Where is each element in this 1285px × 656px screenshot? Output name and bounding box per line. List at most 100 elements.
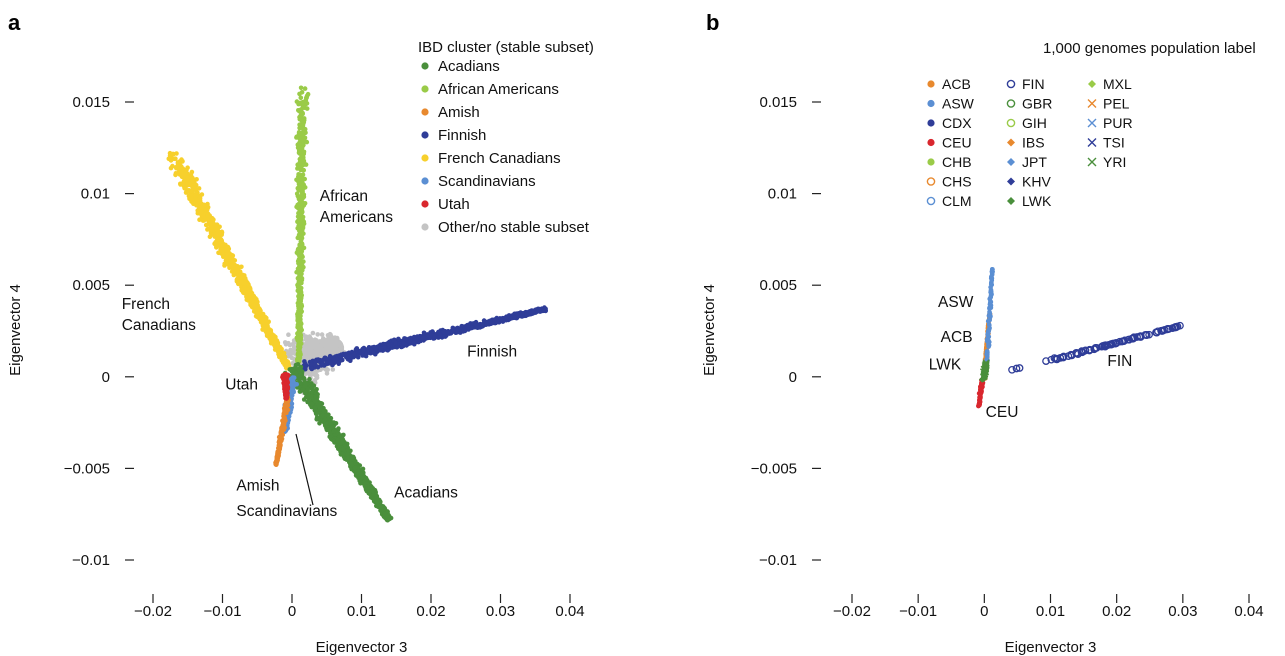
legend-entry: Utah bbox=[438, 196, 470, 213]
data-point bbox=[278, 353, 284, 359]
x-axis: −0.02 −0.01 0 0.01 0.02 0.03 0.04 bbox=[134, 594, 585, 620]
legend-swatch bbox=[421, 223, 429, 231]
data-point bbox=[977, 402, 982, 408]
data-point bbox=[225, 250, 231, 256]
legend-swatch bbox=[1006, 79, 1016, 89]
legend-swatch bbox=[926, 177, 936, 186]
data-point bbox=[174, 151, 179, 156]
data-point bbox=[324, 371, 330, 376]
data-point bbox=[240, 287, 246, 292]
data-point bbox=[262, 317, 268, 323]
data-point bbox=[299, 197, 304, 202]
data-point bbox=[258, 311, 263, 316]
legend: IBD cluster (stable subset)AcadiansAfric… bbox=[418, 39, 594, 236]
y-tick-label: 0 bbox=[102, 369, 110, 386]
annotation-label: Scandinavians bbox=[236, 503, 337, 520]
data-point bbox=[531, 309, 536, 314]
legend-entry: French Canadians bbox=[438, 150, 561, 167]
data-point bbox=[336, 361, 342, 367]
data-point bbox=[234, 266, 239, 271]
legend-entry: Finnish bbox=[438, 127, 486, 144]
data-point bbox=[299, 303, 305, 309]
data-point bbox=[314, 338, 319, 343]
data-point bbox=[315, 332, 321, 337]
data-point bbox=[394, 345, 400, 350]
annotation-label: Amish bbox=[236, 477, 279, 494]
panel-letter: b bbox=[706, 10, 719, 35]
data-point bbox=[989, 267, 995, 272]
data-point bbox=[265, 332, 271, 338]
data-point bbox=[186, 180, 192, 186]
data-point bbox=[300, 138, 306, 143]
data-point bbox=[305, 371, 311, 376]
data-point bbox=[301, 192, 307, 198]
legend-swatch bbox=[1006, 118, 1016, 128]
x-tick-label: −0.01 bbox=[899, 603, 937, 620]
legend-swatch bbox=[1087, 118, 1097, 128]
data-point bbox=[213, 239, 218, 245]
legend-swatch bbox=[421, 62, 429, 70]
data-point bbox=[367, 490, 372, 496]
data-point bbox=[304, 106, 310, 111]
data-point bbox=[472, 321, 478, 327]
data-point bbox=[284, 373, 289, 378]
data-point bbox=[378, 346, 384, 351]
data-point bbox=[296, 275, 302, 280]
data-point bbox=[295, 266, 301, 272]
data-point bbox=[334, 343, 340, 349]
data-point bbox=[504, 315, 510, 320]
data-point bbox=[311, 383, 317, 389]
data-point bbox=[341, 446, 346, 452]
data-point bbox=[308, 336, 314, 342]
data-point bbox=[318, 401, 324, 406]
legend-entry: LWK bbox=[1022, 193, 1052, 209]
legend-entry: CDX bbox=[942, 115, 972, 131]
data-point bbox=[218, 237, 224, 242]
legend-swatch bbox=[1007, 197, 1015, 205]
data-point bbox=[299, 268, 304, 273]
data-point bbox=[303, 162, 309, 167]
data-point bbox=[403, 336, 408, 342]
data-point bbox=[266, 319, 272, 325]
data-point bbox=[279, 431, 285, 436]
data-point bbox=[420, 335, 426, 341]
annotation-label: Canadians bbox=[122, 317, 196, 334]
legend-entry: GBR bbox=[1022, 96, 1052, 112]
data-points bbox=[976, 267, 1184, 409]
data-point bbox=[371, 350, 377, 356]
data-point bbox=[411, 340, 417, 345]
x-tick-label: 0 bbox=[288, 603, 296, 620]
y-tick-label: −0.005 bbox=[64, 460, 110, 477]
annotation-label: ASW bbox=[938, 294, 974, 311]
data-point bbox=[262, 324, 268, 329]
data-point bbox=[191, 201, 196, 207]
data-point bbox=[318, 339, 323, 344]
data-point bbox=[329, 343, 334, 349]
data-point bbox=[297, 151, 303, 156]
x-tick-label: −0.01 bbox=[204, 603, 242, 620]
data-point bbox=[382, 511, 388, 517]
annotation-label: CEU bbox=[986, 404, 1019, 421]
data-point bbox=[322, 339, 327, 345]
data-point bbox=[296, 357, 302, 363]
data-point bbox=[299, 234, 304, 239]
data-point bbox=[296, 353, 302, 358]
data-point bbox=[200, 213, 206, 219]
legend-entry: IBS bbox=[1022, 135, 1045, 151]
data-point bbox=[309, 394, 314, 400]
data-point bbox=[177, 165, 182, 170]
data-point bbox=[331, 428, 337, 434]
legend-entry: GIH bbox=[1022, 115, 1047, 131]
data-point bbox=[492, 317, 498, 322]
annotation-label: ACB bbox=[941, 329, 973, 346]
data-point bbox=[181, 168, 187, 174]
legend-entry: PEL bbox=[1103, 96, 1130, 112]
panel-a: a−0.02 −0.01 0 0.01 0.02 0.03 0.04Eigenvector … bbox=[7, 10, 594, 656]
data-point bbox=[282, 377, 287, 383]
data-point bbox=[298, 222, 303, 228]
data-point bbox=[282, 340, 288, 345]
data-point bbox=[320, 361, 325, 366]
data-point bbox=[986, 313, 992, 319]
data-point bbox=[369, 484, 374, 490]
